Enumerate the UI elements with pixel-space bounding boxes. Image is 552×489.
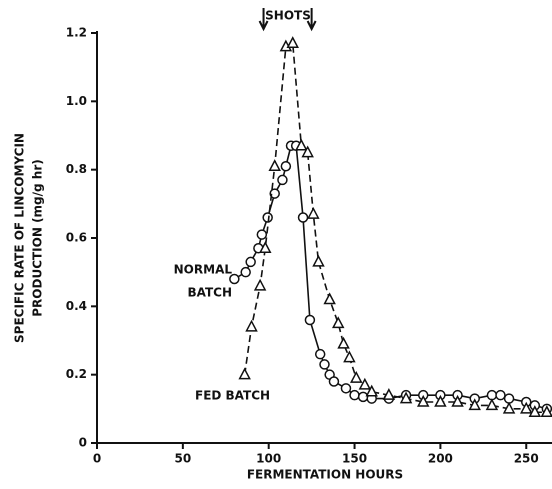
marker (245, 319, 258, 332)
x-axis-label: FERMENTATION HOURS (247, 468, 403, 482)
marker (365, 384, 378, 397)
marker (277, 174, 288, 186)
marker (349, 389, 360, 401)
marker (350, 370, 363, 383)
series-line (233, 144, 548, 410)
x-tick-label: 50 (174, 452, 191, 466)
legend-label: NORMAL (174, 263, 233, 277)
marker (240, 266, 251, 278)
marker (312, 254, 325, 267)
x-tick-label: 250 (514, 452, 539, 466)
marker (468, 398, 481, 411)
marker (328, 376, 340, 387)
marker (256, 229, 268, 240)
marker (495, 389, 506, 401)
marker (301, 145, 314, 158)
marker (229, 273, 240, 285)
marker (502, 401, 516, 414)
marker (485, 398, 499, 411)
marker (286, 36, 299, 48)
marker (399, 391, 413, 404)
legend-label: FED BATCH (195, 389, 270, 403)
marker (540, 405, 552, 417)
marker (268, 159, 281, 171)
marker (434, 394, 447, 407)
marker (416, 394, 430, 407)
marker (331, 316, 345, 329)
marker (343, 350, 356, 363)
marker (297, 212, 309, 223)
marker (238, 367, 251, 380)
y-axis-label: SPECIFIC RATE OF LINCOMYCIN (13, 133, 27, 343)
marker (245, 256, 256, 268)
annotation: SHOTS (265, 9, 311, 23)
marker (357, 391, 369, 403)
marker (280, 161, 292, 172)
marker (314, 348, 326, 360)
x-tick-label: 0 (93, 452, 101, 466)
marker (337, 336, 350, 349)
marker (520, 401, 533, 414)
y-tick-label: 1.2 (66, 26, 87, 40)
marker (323, 292, 336, 305)
series-line (243, 42, 547, 414)
x-tick-label: 200 (428, 452, 453, 466)
y-tick-label: 0.6 (66, 231, 87, 245)
x-tick-label: 100 (256, 452, 281, 466)
marker (269, 188, 280, 199)
y-tick-label: 0.4 (66, 299, 87, 313)
marker (295, 138, 308, 151)
marker (259, 241, 272, 253)
y-tick-label: 0.2 (66, 367, 87, 381)
marker (307, 206, 320, 219)
marker (528, 405, 542, 417)
marker (451, 394, 464, 407)
legend-label: BATCH (187, 286, 232, 300)
marker (319, 359, 330, 370)
marker (340, 383, 352, 394)
y-tick-label: 0.8 (66, 162, 87, 176)
marker (358, 377, 372, 390)
x-tick-label: 150 (342, 452, 367, 466)
marker (304, 314, 316, 326)
y-axis-label: PRODUCTION (mg/g hr) (31, 159, 45, 317)
marker (253, 278, 267, 291)
marker (382, 388, 396, 400)
y-tick-label: 1.0 (66, 94, 87, 108)
y-tick-label: 0 (79, 436, 87, 450)
shot-arrow (306, 8, 317, 32)
shot-arrow (258, 8, 269, 32)
